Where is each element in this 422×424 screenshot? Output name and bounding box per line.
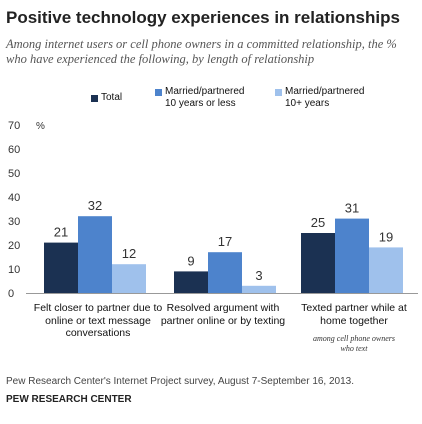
legend-swatch-10-plus [275, 89, 282, 96]
y-tick-label: 20 [8, 240, 20, 252]
data-label: 25 [311, 215, 325, 230]
bar [335, 218, 369, 293]
bar [301, 233, 335, 293]
bar [112, 264, 146, 293]
category-label-1: Felt closer to partner due to online or … [33, 302, 163, 339]
y-tick-label: 10 [8, 264, 20, 276]
legend-label-10-plus: Married/partnered 10+ years [285, 86, 365, 109]
bar [44, 242, 78, 293]
y-tick-label: 60 [8, 144, 20, 156]
legend-label-total: Total [101, 92, 123, 103]
data-label: 31 [345, 201, 359, 216]
data-label: 12 [122, 246, 136, 261]
organization-name: PEW RESEARCH CENTER [6, 394, 132, 405]
y-unit-label: % [36, 121, 45, 132]
chart-subtitle: Among internet users or cell phone owner… [6, 37, 397, 66]
y-tick-label: 50 [8, 168, 20, 180]
bar [208, 252, 242, 293]
data-label: 32 [88, 198, 102, 213]
source-note: Pew Research Center's Internet Project s… [6, 376, 355, 387]
y-tick-label: 30 [8, 216, 20, 228]
data-label: 21 [54, 225, 68, 240]
legend-label-10-or-less: Married/partnered 10 years or less [165, 86, 245, 109]
bar [369, 247, 403, 293]
bar [174, 271, 208, 293]
y-tick-label: 70 [8, 120, 20, 132]
data-label: 19 [379, 229, 393, 244]
category-note-3: among cell phone owners who text [313, 334, 395, 353]
y-tick-label: 40 [8, 192, 20, 204]
legend-swatch-total [91, 95, 98, 102]
data-label: 17 [218, 234, 232, 249]
bar [78, 216, 112, 293]
legend-swatch-10-or-less [155, 89, 162, 96]
chart-title: Positive technology experiences in relat… [6, 8, 400, 27]
category-label-2: Resolved argument with partner online or… [160, 302, 286, 327]
data-label: 3 [255, 268, 262, 283]
y-tick-label: 0 [8, 288, 14, 300]
data-label: 9 [187, 253, 194, 268]
category-label-3: Texted partner while at home together [301, 302, 407, 327]
bar [242, 285, 276, 293]
